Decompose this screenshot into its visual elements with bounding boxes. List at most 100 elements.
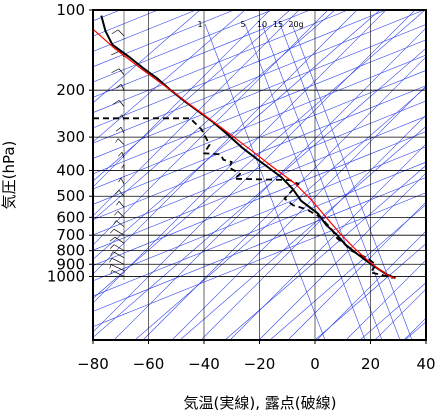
guide-line [93,192,426,328]
wind-barb-flag [114,4,117,8]
wind-barb-flag [118,177,122,183]
y-tick-label: 500 [56,187,85,205]
mixing-ratio-label: 1 [197,20,202,29]
wind-barb-flag [115,138,119,143]
guide-line [93,177,426,312]
y-tick-label: 200 [56,81,85,99]
y-tick-label: 700 [56,226,85,244]
profile-series [93,15,396,280]
guide-line [93,10,271,188]
y-tick-label: 400 [56,161,85,179]
wind-barb [114,236,125,244]
wind-barb-flag [114,211,119,216]
guide-line [93,10,235,68]
wind-barb [120,177,125,185]
wind-barb [117,29,125,37]
wind-barb [120,127,125,134]
guide-line [93,100,426,236]
x-tick-label: 20 [361,355,380,373]
y-tick-label: 300 [56,128,85,146]
guide-line [93,161,426,297]
guide-line [171,85,426,340]
mixing-ratio-labels: 1 5 10 15 20g [197,20,303,29]
wind-barb-flag [118,152,123,157]
wind-barb [113,244,125,251]
wind-barb [117,138,125,145]
x-axis: −80 −60 −40 −20 0 20 40 [77,340,435,373]
x-tick-label: −60 [133,355,165,373]
y-tick-label: 600 [56,208,85,226]
wind-barb [118,190,125,197]
wind-barb [115,220,125,227]
guide-line [258,172,426,340]
guide-line [93,10,336,221]
wind-barb [118,100,125,107]
wind-barb [121,152,125,159]
guide-line [93,10,273,83]
guide-line [93,146,426,282]
wind-barb [118,68,125,75]
guide-line [93,10,291,182]
wind-barb-flag [109,258,113,263]
wind-barb-flag [113,220,117,225]
wind-barb-flag [121,164,125,169]
guide-line [345,259,426,340]
guide-line [93,10,246,143]
guide-line [93,39,426,175]
wind-barb-flag [109,236,116,242]
guide-line [93,10,358,275]
guide-line [93,10,311,98]
x-tick-label: −20 [244,355,276,373]
x-tick-label: −80 [77,355,109,373]
guide-line [269,204,426,340]
mixing-ratio-label: 15 [273,20,283,29]
wind-barb [112,251,125,258]
guide-line [93,10,349,113]
wind-barb-flag [116,201,120,206]
guide-line [134,86,426,340]
y-tick-label: 900 [56,255,85,273]
mixing-ratio-line [279,23,401,340]
wind-barb-flag [115,83,122,89]
wind-barb-flag [111,29,119,35]
guide-line [404,321,426,340]
wind-barb-flag [110,244,115,249]
wind-barb-flag [111,68,120,74]
mixing-ratio-line [204,23,326,340]
x-axis-title: 気温(実線), 露点(破線) [184,394,337,412]
guide-line [179,125,426,340]
guide-line [93,131,426,266]
guide-line [93,10,329,246]
temperature-line [100,15,396,280]
wind-barb-flag [112,100,120,105]
x-tick-label: 0 [310,355,320,373]
guide-line [359,282,426,340]
wind-barb [113,228,125,236]
wind-barb-flag [110,228,115,234]
mixing-ratio-label: 10 [257,20,267,29]
wind-barb [111,257,125,265]
wind-barb-flag [110,251,114,256]
guide-line [316,230,426,340]
guide-line [314,243,426,340]
mixing-ratio-line [244,23,366,340]
wind-barb [120,84,125,91]
temperature-gridlines [93,10,426,340]
guide-line [93,54,426,190]
wind-barb-flag [115,126,122,132]
guide-line [93,10,387,304]
guide-line [93,70,426,205]
guide-line [229,143,426,340]
guide-line [93,24,426,159]
guide-line [287,201,426,340]
x-tick-label: 40 [416,355,435,373]
guide-line [93,10,387,129]
mixing-ratio-line [291,23,413,340]
y-tick-label: 100 [56,1,85,19]
guide-line [113,27,426,340]
guide-line [403,317,426,340]
mixing-ratio-label: 20g [288,20,303,29]
wind-barb [118,201,125,208]
mixing-ratio-line [261,23,383,340]
